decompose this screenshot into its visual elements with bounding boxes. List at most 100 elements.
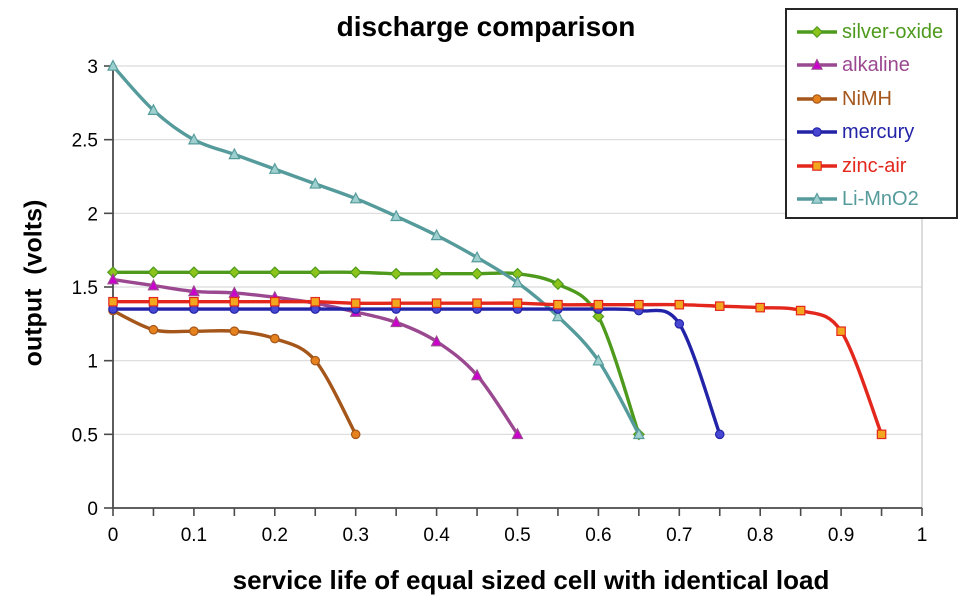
legend-triangle-marker-icon — [797, 192, 837, 205]
legend-label: silver-oxide — [842, 20, 944, 43]
diamond-marker-icon — [390, 267, 403, 280]
x-tick-label: 0.5 — [504, 525, 530, 546]
legend-marker-glyph — [811, 58, 823, 71]
circle-marker-icon — [714, 429, 725, 440]
square-marker-icon — [229, 296, 240, 307]
square-marker-icon — [189, 296, 199, 307]
x-tick-label: 0.7 — [666, 525, 692, 546]
square-marker-icon — [714, 301, 725, 311]
circle-marker-icon — [310, 355, 321, 366]
chart-title: discharge comparison — [336, 11, 636, 42]
legend-item-li-mno2: Li-MnO2 — [796, 183, 952, 217]
x-tick-label: 0.3 — [342, 525, 368, 546]
square-marker-icon — [755, 302, 765, 313]
square-marker-icon — [593, 299, 604, 310]
x-axis-label: service life of equal sized cell with id… — [232, 565, 830, 595]
x-tick-label: 0.2 — [262, 525, 288, 546]
legend-item-alkaline: alkaline — [796, 49, 952, 83]
square-marker-icon — [795, 305, 806, 316]
diamond-marker-icon — [430, 267, 443, 280]
legend-triangle-marker-icon — [797, 58, 837, 71]
legend-label: mercury — [842, 121, 915, 144]
diamond-marker-icon — [147, 266, 160, 279]
legend-label: alkaline — [842, 54, 910, 77]
triangle-marker-icon — [349, 191, 362, 204]
legend-item-nimh: NiMH — [796, 82, 952, 116]
series-nimh — [108, 305, 361, 440]
circle-marker-icon — [229, 326, 240, 336]
y-tick-label: 3 — [87, 57, 98, 78]
y-axis-label: output (volts) — [19, 199, 48, 367]
square-marker-icon — [108, 296, 118, 307]
triangle-marker-icon — [228, 147, 241, 160]
triangle-marker-icon — [187, 284, 200, 297]
diamond-marker-icon — [187, 266, 200, 279]
triangle-marker-icon — [592, 353, 605, 366]
square-marker-icon — [148, 296, 159, 307]
triangle-marker-icon — [107, 272, 119, 285]
series-line — [111, 270, 641, 436]
square-marker-icon — [674, 299, 685, 310]
diamond-marker-icon — [309, 266, 322, 279]
legend-circle-marker-icon — [797, 93, 837, 104]
triangle-marker-icon — [511, 275, 524, 288]
series-li-mno2 — [107, 59, 645, 440]
x-tick-label: 0.9 — [828, 525, 854, 546]
triangle-marker-icon — [430, 334, 443, 347]
y-tick-label: 1 — [87, 352, 98, 373]
diamond-marker-icon — [592, 310, 605, 323]
legend-marker-glyph — [812, 93, 822, 104]
square-marker-icon — [472, 298, 482, 309]
series-zinc-air — [108, 296, 887, 440]
legend-circle-marker-icon — [797, 127, 837, 138]
triangle-marker-icon — [390, 315, 403, 328]
square-marker-icon — [512, 298, 523, 309]
triangle-marker-icon — [309, 177, 322, 189]
legend-label: NiMH — [842, 87, 892, 110]
triangle-marker-icon — [107, 59, 119, 71]
x-tick-label: 0.8 — [747, 525, 773, 546]
diamond-marker-icon — [228, 266, 241, 279]
square-marker-icon — [431, 298, 442, 309]
legend-square-marker-icon — [797, 160, 837, 171]
circle-marker-icon — [674, 319, 685, 329]
circle-marker-icon — [350, 429, 361, 440]
y-tick-label: 2.5 — [72, 131, 98, 152]
circle-marker-icon — [269, 333, 280, 344]
diamond-marker-icon — [471, 267, 484, 280]
triangle-marker-icon — [551, 309, 564, 322]
diamond-marker-icon — [551, 278, 564, 291]
square-marker-icon — [634, 299, 644, 310]
square-marker-icon — [836, 326, 846, 336]
triangle-marker-icon — [471, 250, 484, 263]
triangle-marker-icon — [187, 132, 200, 145]
series-line — [111, 299, 884, 436]
x-tick-label: 0 — [108, 525, 119, 546]
triangle-marker-icon — [390, 209, 403, 222]
legend-label: zinc-air — [842, 154, 907, 177]
x-tick-label: 0.1 — [181, 525, 207, 546]
y-tick-label: 0.5 — [72, 425, 98, 446]
triangle-marker-icon — [632, 427, 645, 440]
diamond-marker-icon — [349, 266, 362, 279]
legend-label: Li-MnO2 — [842, 188, 919, 211]
x-tick-label: 0.4 — [423, 525, 450, 546]
circle-marker-icon — [148, 324, 159, 335]
y-tick-label: 2 — [87, 204, 98, 225]
square-marker-icon — [350, 298, 361, 309]
square-marker-icon — [553, 299, 563, 310]
triangle-marker-icon — [430, 228, 443, 241]
square-marker-icon — [876, 429, 887, 440]
square-marker-icon — [270, 296, 280, 307]
triangle-marker-icon — [511, 427, 524, 440]
diamond-marker-icon — [268, 266, 281, 279]
square-marker-icon — [391, 298, 401, 309]
legend-marker-glyph — [812, 160, 822, 171]
series-line — [111, 64, 641, 436]
legend-diamond-marker-icon — [797, 25, 837, 38]
series-line — [111, 307, 722, 436]
triangle-marker-icon — [147, 278, 160, 291]
x-tick-label: 0.6 — [585, 525, 611, 546]
